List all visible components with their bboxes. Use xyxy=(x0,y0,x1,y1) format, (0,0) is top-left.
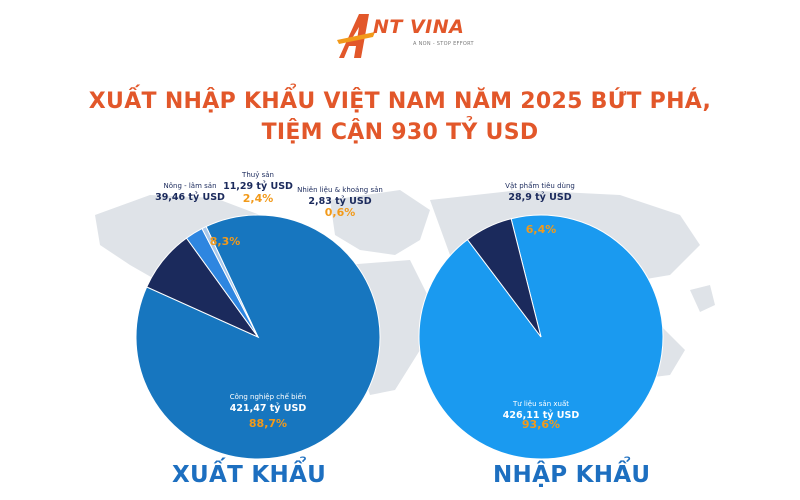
pie0-label-2: Thuỷ sản xyxy=(241,170,274,179)
pie1-label-1: Vật phẩm tiêu dùng xyxy=(505,181,575,190)
pie0-amount-0: 421,47 tỷ USD xyxy=(230,403,307,414)
pie0-pct-1: 8,3% xyxy=(210,235,241,248)
import-chart-title: NHẬP KHẨU xyxy=(493,462,651,488)
pie0-label-1: Nông - lâm sản xyxy=(163,182,216,190)
pie1-amount-0: 426,11 tỷ USD xyxy=(503,410,580,421)
pie0-slice-3 xyxy=(201,225,259,338)
pie1-pct-0: 93,6% xyxy=(522,418,560,431)
pie0-pct-2: 2,4% xyxy=(243,192,274,205)
brand-name: NT VINA xyxy=(373,16,465,38)
pie0-amount-2: 11,29 tỷ USD xyxy=(223,181,293,192)
brand-tagline: A NON - STOP EFFORT xyxy=(413,41,474,47)
pie1-pct-1: 6,4% xyxy=(526,223,557,236)
page-title-line2: TIỆM CẬN 930 TỶ USD xyxy=(261,120,539,145)
pie1-amount-1: 28,9 tỷ USD xyxy=(508,192,571,203)
pie0-pct-3: 0,6% xyxy=(325,206,356,219)
pie1-label-0: Tư liệu sản xuất xyxy=(512,400,569,408)
pie0-amount-3: 2,83 tỷ USD xyxy=(308,196,371,207)
brand-logo: NT VINA A NON - STOP EFFORT xyxy=(335,10,475,62)
logo-a-mark-icon xyxy=(337,14,375,58)
pie0-amount-1: 39,46 tỷ USD xyxy=(155,192,225,203)
pie0-label-3: Nhiên liệu & khoáng sản xyxy=(297,186,383,194)
export-chart-title: XUẤT KHẨU xyxy=(172,462,327,488)
pie0-label-0: Công nghiệp chế biến xyxy=(230,393,306,401)
pie1-slice-1 xyxy=(466,218,542,338)
page-title-line1: XUẤT NHẬP KHẨU VIỆT NAM NĂM 2025 BỨT PHÁ… xyxy=(88,89,712,114)
pie0-pct-0: 88,7% xyxy=(249,417,287,430)
